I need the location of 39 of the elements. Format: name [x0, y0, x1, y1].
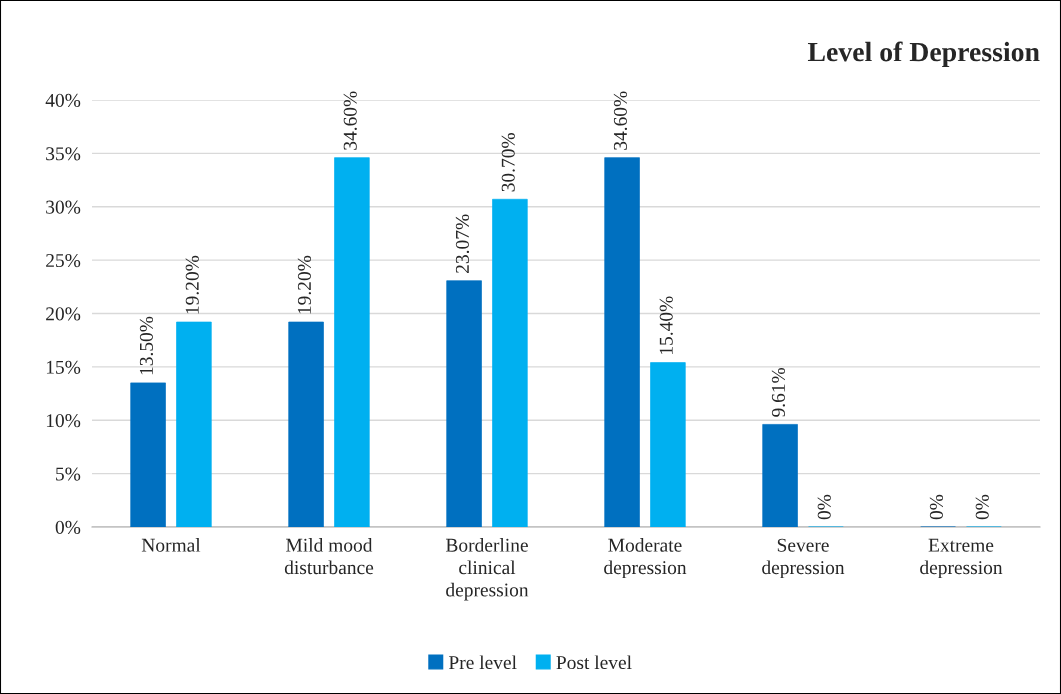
bar	[492, 198, 528, 527]
y-tick-label: 25%	[46, 253, 81, 268]
y-tick-label: 20%	[46, 307, 81, 321]
data-label: 23.07%	[455, 214, 470, 273]
bar	[446, 280, 482, 527]
data-label: 0%	[975, 494, 989, 520]
legend-label: Pre level	[448, 655, 517, 670]
x-tick-label: Moderate depression	[604, 538, 687, 579]
data-label: 34.60%	[343, 91, 357, 150]
bar	[334, 157, 370, 527]
data-label: 9.61%	[771, 367, 786, 417]
y-tick-label: 15%	[46, 360, 81, 374]
x-tick-label: Mild mood disturbance	[284, 538, 374, 575]
chart-title: Level of Depression	[807, 41, 1040, 68]
x-tick-label: Normal	[141, 538, 201, 552]
data-label: 15.40%	[659, 296, 673, 354]
bar	[650, 362, 686, 527]
y-tick-label: 0%	[55, 520, 81, 534]
data-label: 0%	[817, 494, 831, 520]
data-label: 0%	[929, 494, 944, 520]
x-tick-label: Extreme depression	[920, 538, 1003, 579]
data-label: 19.20%	[185, 255, 199, 314]
y-tick-label: 10%	[46, 414, 81, 428]
data-label: 30.70%	[501, 133, 515, 192]
y-tick-label: 5%	[56, 467, 81, 481]
bar	[762, 424, 798, 527]
data-label: 13.50%	[139, 316, 154, 375]
legend-label: Post level	[556, 655, 632, 670]
y-tick-label: 35%	[46, 147, 81, 161]
bar	[604, 157, 640, 527]
bar	[288, 321, 324, 527]
bar	[130, 382, 166, 527]
x-tick-label: Borderline clinical depression	[445, 538, 529, 601]
x-tick-label: Severe depression	[762, 538, 845, 579]
y-tick-label: 40%	[45, 93, 81, 107]
data-label: 19.20%	[297, 255, 312, 314]
y-tick-label: 30%	[46, 200, 81, 214]
data-label: 34.60%	[613, 91, 628, 150]
bar	[176, 321, 212, 527]
